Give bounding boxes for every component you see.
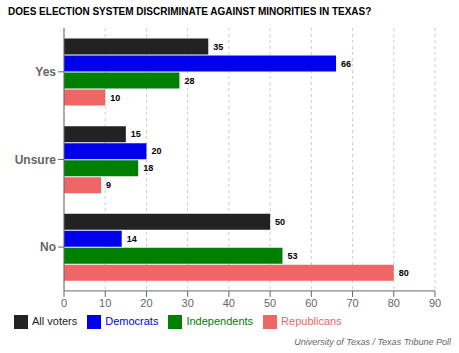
- svg-text:14: 14: [127, 234, 137, 244]
- svg-text:35: 35: [213, 42, 223, 52]
- svg-text:66: 66: [341, 59, 351, 69]
- svg-text:10: 10: [110, 93, 120, 103]
- svg-text:0: 0: [61, 297, 67, 309]
- svg-text:50: 50: [275, 217, 285, 227]
- svg-text:40: 40: [223, 297, 235, 309]
- svg-text:80: 80: [399, 268, 409, 278]
- html-text:Independents: Independents: [186, 314, 254, 327]
- svg-text:80: 80: [388, 297, 400, 309]
- svg-text:18: 18: [143, 163, 153, 173]
- svg-text:28: 28: [184, 76, 194, 86]
- svg-text:50: 50: [264, 297, 276, 309]
- svg-text:10: 10: [99, 297, 111, 309]
- svg-text:30: 30: [182, 297, 194, 309]
- svg-text:90: 90: [429, 297, 441, 309]
- svg-text:No: No: [40, 240, 56, 254]
- svg-text:15: 15: [131, 129, 141, 139]
- svg-text:70: 70: [346, 297, 358, 309]
- html-text:University of Texas / Texas Tr: University of Texas / Texas Tribune Poll: [294, 337, 451, 347]
- svg-text:Yes: Yes: [35, 65, 56, 79]
- html-text:Democrats: Democrats: [105, 314, 159, 327]
- html-text:All voters: All voters: [32, 314, 78, 327]
- svg-text:53: 53: [287, 251, 297, 261]
- svg-text:Unsure: Unsure: [15, 153, 57, 167]
- svg-text:9: 9: [106, 180, 111, 190]
- svg-text:20: 20: [151, 146, 161, 156]
- html-text:Republicans: Republicans: [281, 314, 342, 327]
- html-text:DOES ELECTION SYSTEM DISCRIMIN: DOES ELECTION SYSTEM DISCRIMINATE AGAINS…: [8, 6, 372, 17]
- svg-text:20: 20: [140, 297, 152, 309]
- svg-text:60: 60: [305, 297, 317, 309]
